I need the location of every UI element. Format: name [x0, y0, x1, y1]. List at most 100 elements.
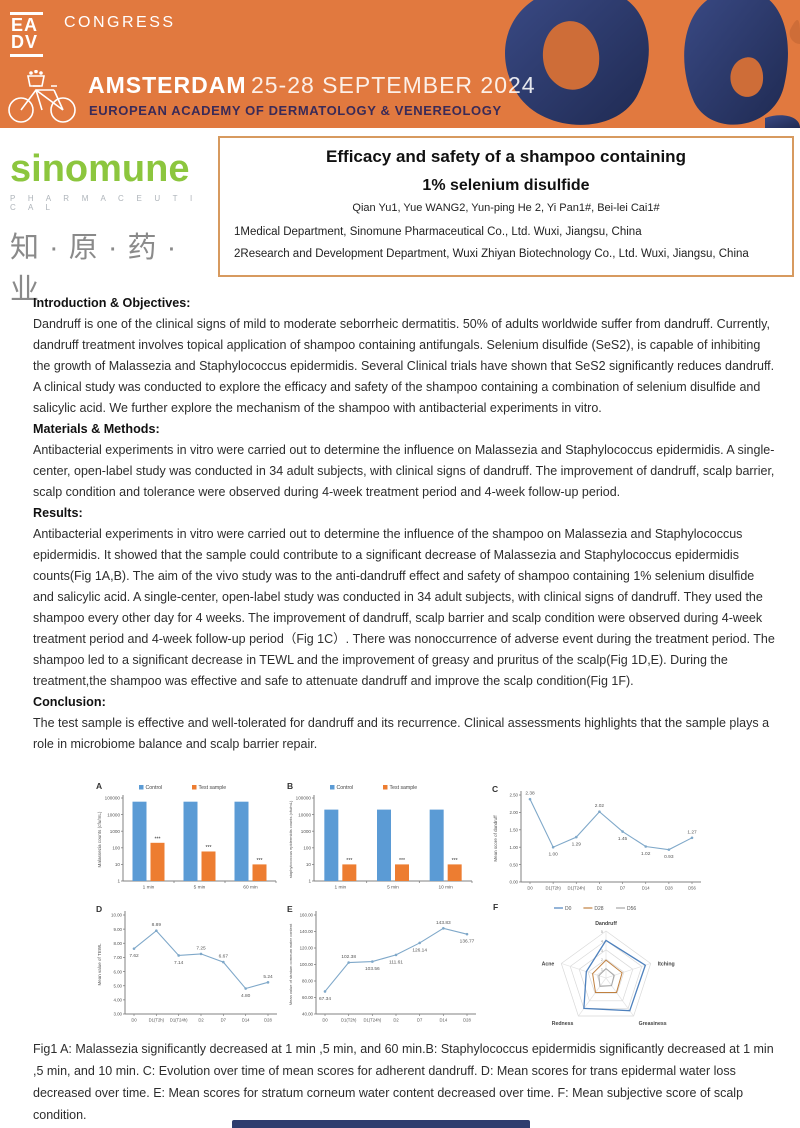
- svg-text:Itching: Itching: [658, 961, 675, 967]
- brand-name: sinomune: [10, 148, 190, 190]
- svg-text:136.77: 136.77: [460, 939, 475, 945]
- svg-text:126.14: 126.14: [412, 947, 427, 953]
- svg-text:2.38: 2.38: [525, 791, 535, 797]
- chart-a-container: A 1 10 100 1000 10000 100000 1 min *** 5 min *** 60…: [95, 780, 282, 894]
- svg-text:100: 100: [112, 846, 120, 851]
- svg-text:D7: D7: [221, 1018, 227, 1023]
- svg-text:Mean value of stratum corneum: Mean value of stratum corneum water cont…: [288, 923, 293, 1005]
- svg-text:1.00: 1.00: [548, 852, 558, 858]
- eadv-logo: EA DV: [10, 12, 44, 58]
- svg-text:60 min: 60 min: [243, 885, 258, 891]
- svg-text:120.00: 120.00: [300, 946, 314, 951]
- svg-text:***: ***: [205, 845, 211, 851]
- svg-text:D0: D0: [131, 1018, 137, 1023]
- svg-text:F: F: [493, 902, 498, 912]
- svg-text:4.00: 4.00: [113, 998, 122, 1003]
- section-body-methods: Antibacterial experiments in vitro were …: [33, 443, 775, 499]
- svg-text:0.00: 0.00: [509, 880, 518, 885]
- svg-text:D7: D7: [620, 886, 626, 891]
- svg-text:1.27: 1.27: [687, 829, 697, 835]
- svg-text:D14: D14: [439, 1018, 447, 1023]
- section-heading-conclusion: Conclusion:: [33, 695, 106, 709]
- congress-header-banner: EA DV CONGRESS AMSTERDAM 25-28 SEPTEMBER…: [0, 0, 800, 128]
- figure-panel: A 1 10 100 1000 10000 100000 1 min *** 5 min *** 60…: [0, 778, 800, 1036]
- svg-text:7.00: 7.00: [113, 955, 122, 960]
- chart-a-malassezia-bar: A 1 10 100 1000 10000 100000 1 min *** 5 min *** 60…: [96, 781, 277, 891]
- svg-text:3.00: 3.00: [113, 1012, 122, 1017]
- svg-text:160.00: 160.00: [300, 913, 314, 918]
- affiliation-1: 1Medical Department, Sinomune Pharmaceut…: [234, 226, 642, 238]
- congress-label: CONGRESS: [64, 14, 176, 31]
- poster-title-line1: Efficacy and safety of a shampoo contain…: [326, 147, 686, 166]
- section-heading-results: Results:: [33, 506, 83, 520]
- svg-text:1: 1: [308, 879, 311, 884]
- svg-text:D2: D2: [393, 1018, 399, 1023]
- svg-text:1.02: 1.02: [641, 851, 651, 857]
- svg-text:5.24: 5.24: [263, 974, 273, 980]
- chart-c-container: C 0.00 0.50 1.00 1.50 2.00 2.50 2.38 D0 1.00 D1(T2…: [491, 782, 711, 895]
- svg-text:***: ***: [452, 858, 458, 864]
- svg-text:6.00: 6.00: [113, 969, 122, 974]
- svg-text:C: C: [492, 784, 498, 794]
- svg-text:D28: D28: [665, 886, 673, 891]
- svg-text:A: A: [96, 781, 102, 791]
- svg-text:5: 5: [601, 930, 603, 934]
- svg-text:1.29: 1.29: [572, 842, 582, 848]
- svg-text:103.56: 103.56: [365, 966, 380, 972]
- congress-city-dates: AMSTERDAM 25-28 SEPTEMBER 2024: [88, 72, 536, 99]
- svg-text:100.00: 100.00: [300, 962, 314, 967]
- svg-text:3: 3: [601, 949, 603, 953]
- svg-text:40.00: 40.00: [302, 1012, 314, 1017]
- svg-text:1: 1: [117, 879, 120, 884]
- svg-text:D0: D0: [322, 1018, 328, 1023]
- figure-caption: Fig1 A: Malassezia significantly decreas…: [33, 1042, 774, 1122]
- svg-text:0.93: 0.93: [664, 854, 674, 860]
- svg-text:2.50: 2.50: [509, 793, 518, 798]
- footer-accent-bar: [232, 1120, 530, 1128]
- chart-e-water-content-line: E 40.00 60.00 80.00 100.00 120.00 140.00 160.00…: [287, 904, 476, 1023]
- section-heading-introduction: Introduction & Objectives:: [33, 296, 191, 310]
- eadv-logo-line2: DV: [11, 32, 39, 53]
- svg-text:D14: D14: [642, 886, 650, 891]
- svg-text:9.00: 9.00: [113, 927, 122, 932]
- svg-text:staphylococcus epidermidis cou: staphylococcus epidermidis counts (cfu/m…: [288, 800, 293, 878]
- svg-text:80.00: 80.00: [302, 979, 314, 984]
- svg-text:2: 2: [601, 958, 603, 962]
- svg-text:D2: D2: [597, 886, 603, 891]
- chart-c-dandruff-line: C 0.00 0.50 1.00 1.50 2.00 2.50 2.38 D0 1.00 D1(T2…: [492, 784, 701, 891]
- svg-text:10: 10: [306, 862, 312, 867]
- svg-text:2.02: 2.02: [595, 803, 605, 809]
- svg-text:Greasiness: Greasiness: [639, 1021, 667, 1027]
- svg-text:Dandruff: Dandruff: [595, 921, 617, 927]
- svg-text:Test sample: Test sample: [199, 785, 227, 791]
- svg-text:1000: 1000: [110, 829, 121, 834]
- svg-text:4: 4: [601, 939, 603, 943]
- svg-text:Malassezia counts (cfu/mL): Malassezia counts (cfu/mL): [97, 811, 102, 867]
- svg-text:***: ***: [399, 858, 405, 864]
- svg-text:D56: D56: [627, 906, 636, 912]
- svg-text:140.00: 140.00: [300, 929, 314, 934]
- svg-text:D1(T24h): D1(T24h): [567, 886, 585, 891]
- congress-organization: EUROPEAN ACADEMY OF DERMATOLOGY & VENERE…: [89, 103, 502, 118]
- svg-text:D1(T2h): D1(T2h): [149, 1018, 165, 1023]
- svg-text:Control: Control: [337, 785, 354, 791]
- svg-text:D28: D28: [264, 1018, 272, 1023]
- svg-text:Test sample: Test sample: [390, 785, 418, 791]
- svg-text:D1(T2h): D1(T2h): [545, 886, 561, 891]
- chart-d-container: D 3.00 4.00 5.00 6.00 7.00 8.00 9.00 10.00 7.62 D0…: [95, 902, 287, 1027]
- svg-text:D0: D0: [527, 886, 533, 891]
- chart-b-container: B 1 10 100 1000 10000 100000 1 min *** 5 min *** 10…: [286, 780, 478, 894]
- chart-e-container: E 40.00 60.00 80.00 100.00 120.00 140.00 160.00…: [286, 902, 486, 1027]
- svg-text:D1(T24h): D1(T24h): [363, 1018, 381, 1023]
- decorative-blobs: [505, 0, 800, 128]
- eadv-logo-line1: EA: [11, 15, 39, 35]
- svg-text:2.00: 2.00: [509, 810, 518, 815]
- svg-text:100: 100: [303, 846, 311, 851]
- svg-text:B: B: [287, 781, 293, 791]
- svg-text:1.50: 1.50: [509, 828, 518, 833]
- brand-chinese-name: 知 · 原 · 药 · 业: [10, 232, 178, 306]
- svg-text:Mean value of TEWL: Mean value of TEWL: [97, 943, 102, 985]
- svg-text:143.83: 143.83: [436, 920, 451, 926]
- svg-text:10.00: 10.00: [111, 913, 123, 918]
- svg-text:8.00: 8.00: [113, 941, 122, 946]
